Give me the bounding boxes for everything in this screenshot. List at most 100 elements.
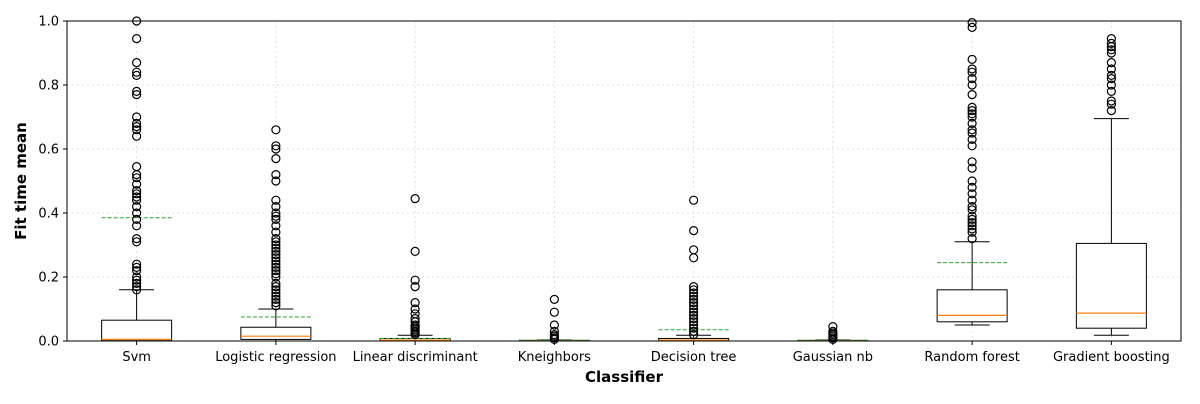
outlier-point xyxy=(1106,105,1116,116)
outlier-point xyxy=(132,186,142,196)
outlier-point xyxy=(689,245,699,255)
outlier-point xyxy=(271,253,281,263)
outlier-point xyxy=(967,102,977,113)
outlier-point xyxy=(689,307,699,317)
outlier-point xyxy=(689,294,699,304)
outlier-point xyxy=(549,294,559,304)
outlier-point xyxy=(689,301,699,311)
x-tick-label: Logistic regression xyxy=(215,350,336,365)
outlier-point xyxy=(689,195,699,205)
outlier-point xyxy=(132,278,142,288)
y-tick-label: 0.4 xyxy=(38,207,59,222)
outlier-point xyxy=(410,282,420,292)
outlier-point xyxy=(1106,73,1116,84)
outlier-point xyxy=(271,282,281,292)
outlier-point xyxy=(271,285,281,295)
box xyxy=(1075,242,1147,329)
outlier-point xyxy=(132,70,142,81)
outlier-point xyxy=(410,304,420,314)
outlier-point xyxy=(967,195,977,205)
outlier-point xyxy=(271,250,281,260)
outlier-point xyxy=(549,326,559,336)
box xyxy=(101,319,173,342)
outlier-point xyxy=(132,266,142,276)
outlier-point xyxy=(132,285,142,295)
outlier-point xyxy=(132,282,142,292)
outlier-point xyxy=(967,89,977,100)
outlier-point xyxy=(967,64,977,74)
outlier-point xyxy=(967,227,977,237)
outlier-point xyxy=(1106,57,1116,68)
outlier-point xyxy=(410,246,420,256)
box-group xyxy=(101,16,173,342)
outlier-point xyxy=(271,278,281,288)
outlier-point xyxy=(271,246,281,256)
y-tick-label: 0.8 xyxy=(38,79,59,94)
outlier-point xyxy=(271,291,281,301)
outlier-point xyxy=(132,192,142,202)
outlier-point xyxy=(271,237,281,247)
outlier-point xyxy=(271,272,281,282)
outlier-point xyxy=(271,176,281,186)
outlier-point xyxy=(132,121,142,132)
outlier-point xyxy=(967,141,977,151)
outlier-point xyxy=(271,240,281,250)
outlier-point xyxy=(410,275,420,285)
outlier-point xyxy=(1106,45,1116,55)
outlier-point xyxy=(967,182,977,192)
y-axis-title: Fit time mean xyxy=(12,122,30,240)
outlier-point xyxy=(1106,64,1116,74)
y-tick-label: 1.0 xyxy=(38,15,59,30)
outlier-point xyxy=(967,176,977,186)
outlier-point xyxy=(689,282,699,292)
outlier-point xyxy=(271,125,281,135)
outlier-point xyxy=(1106,96,1116,106)
outlier-point xyxy=(410,298,420,308)
outlier-point xyxy=(132,221,142,231)
outlier-point xyxy=(689,330,699,340)
outlier-point xyxy=(689,291,699,301)
outlier-point xyxy=(689,326,699,336)
outlier-point xyxy=(132,57,142,68)
x-tick-label: Gaussian nb xyxy=(793,350,873,365)
outlier-point xyxy=(132,162,142,172)
outlier-point xyxy=(549,330,559,340)
outlier-point xyxy=(271,227,281,237)
outlier-point xyxy=(549,307,559,317)
box-group xyxy=(240,125,312,342)
outlier-point xyxy=(967,211,977,221)
outlier-point xyxy=(967,80,977,90)
outlier-point xyxy=(967,22,977,32)
outlier-point xyxy=(132,33,142,44)
outlier-point xyxy=(132,237,142,247)
box xyxy=(936,289,1008,323)
outlier-point xyxy=(132,262,142,272)
outlier-point xyxy=(132,259,142,269)
outlier-point xyxy=(271,170,281,180)
outlier-point xyxy=(967,221,977,231)
outlier-point xyxy=(132,86,142,97)
outlier-point xyxy=(271,195,281,205)
outlier-point xyxy=(967,224,977,234)
outlier-point xyxy=(132,112,142,122)
outlier-point xyxy=(967,54,977,65)
x-tick-label: Linear discriminant xyxy=(353,350,478,365)
outlier-point xyxy=(967,128,977,138)
outlier-point xyxy=(967,125,977,135)
grid-layer xyxy=(67,20,1181,342)
outlier-point xyxy=(132,272,142,282)
outlier-point xyxy=(271,269,281,279)
outlier-point xyxy=(410,314,420,324)
outlier-point xyxy=(967,218,977,228)
outlier-point xyxy=(689,285,699,295)
outlier-point xyxy=(967,205,977,215)
outlier-point xyxy=(410,194,420,204)
box-group xyxy=(936,18,1008,326)
outlier-point xyxy=(689,298,699,308)
outlier-point xyxy=(132,202,142,212)
outlier-point xyxy=(967,163,977,173)
outlier-point xyxy=(689,304,699,314)
outlier-point xyxy=(271,298,281,308)
